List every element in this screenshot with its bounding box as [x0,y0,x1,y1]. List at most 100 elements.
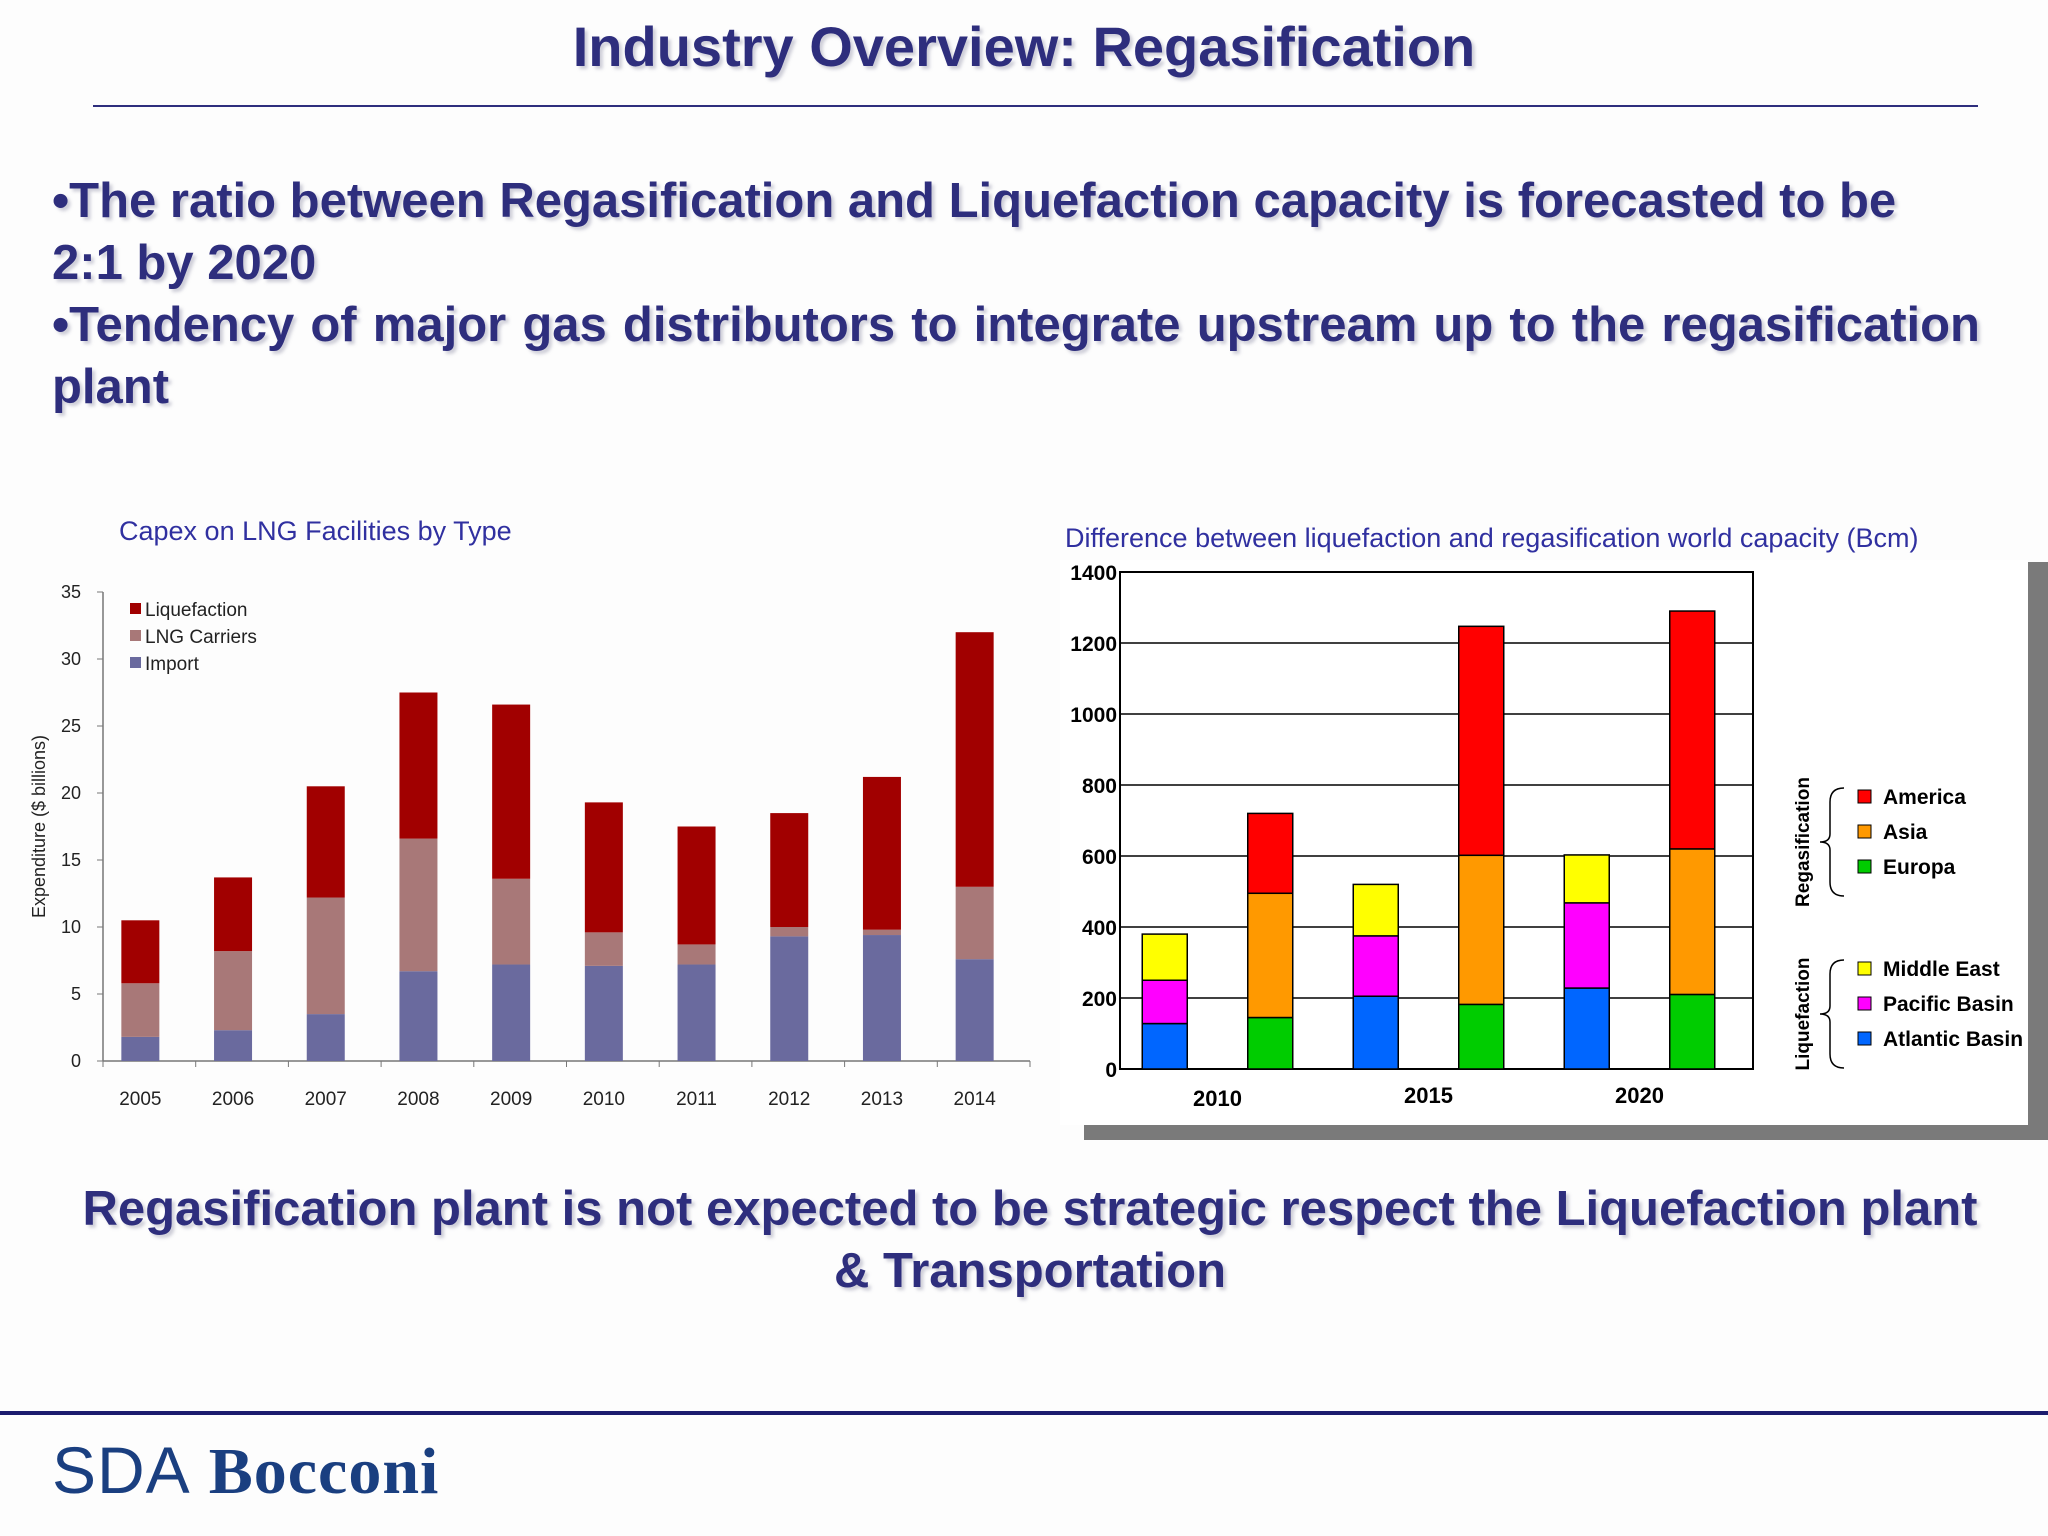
bar-lng-carriers-2013 [862,929,901,936]
y-tick-label: 1400 [1070,562,1117,585]
y-tick-label: 200 [1082,988,1117,1011]
bar-lng-carriers-2008 [399,838,438,972]
y-tick-label: 15 [61,850,81,870]
logo-bocconi: Bocconi [208,1435,440,1508]
capex-chart-title: Capex on LNG Facilities by Type [119,516,512,546]
y-axis-label: Expenditure ($ billions) [29,735,49,918]
footer-divider [0,1411,2048,1415]
bar-pacific-basin-2010 [1141,979,1188,1025]
bar-lng-carriers-2007 [306,897,345,1015]
bar-asia-2020 [1669,848,1716,996]
bar-europa-2010 [1247,1016,1294,1070]
bar-import-2012 [770,936,809,1061]
bullet-2: •Tendency of major gas distributors to i… [52,298,1980,414]
bar-liquefaction-2013 [862,776,901,930]
x-tick-label: 2008 [397,1089,439,1110]
bar-liquefaction-2014 [955,632,994,887]
legend-swatch [1857,996,1872,1011]
bar-lng-carriers-2006 [214,951,253,1031]
legend-label: Pacific Basin [1883,993,2014,1016]
bar-lng-carriers-2010 [584,932,623,966]
bar-liquefaction-2011 [677,826,716,945]
x-tick-label: 2011 [676,1089,717,1110]
bar-atlantic-basin-2010 [1141,1022,1188,1070]
x-tick-label: 2007 [305,1089,347,1110]
bar-import-2008 [399,971,438,1061]
bar-america-2010 [1247,812,1294,895]
bar-europa-2020 [1669,993,1716,1070]
y-tick-label: 10 [61,917,81,937]
legend-label: Asia [1883,821,1928,844]
legend-group-label: Regasification [1793,777,1814,907]
y-tick-label: 0 [71,1051,81,1071]
legend-label: Atlantic Basin [1883,1028,2023,1051]
bar-import-2006 [214,1030,253,1061]
legend-swatch [130,603,141,614]
legend-swatch [130,657,141,668]
legend-swatch [1857,1031,1872,1046]
legend-brace [1819,959,1845,1069]
bar-import-2010 [584,965,623,1061]
bar-import-2007 [306,1014,345,1061]
bar-lng-carriers-2012 [770,927,809,937]
y-tick-label: 25 [61,716,81,736]
bar-liquefaction-2008 [399,692,438,839]
x-group-label: 2010 [1193,1086,1242,1111]
bar-europa-2015 [1458,1003,1505,1070]
bar-import-2011 [677,964,716,1061]
y-tick-label: 5 [71,984,81,1004]
bar-lng-carriers-2005 [121,983,160,1037]
legend-brace [1819,787,1845,897]
bar-atlantic-basin-2020 [1563,987,1610,1070]
bar-liquefaction-2012 [770,813,809,927]
bar-liquefaction-2010 [584,802,623,933]
bullet-list: •The ratio between Regasification and Li… [52,170,1980,418]
x-tick-label: 2012 [768,1089,810,1110]
bar-liquefaction-2007 [306,786,345,898]
bar-pacific-basin-2015 [1352,935,1399,997]
legend-label: Middle East [1883,958,2000,981]
capex-chart: 0 5 10 15 20 25 30 35 2005 2006 2007 2008 2009 2010 20… [29,582,1031,1110]
x-group-label: 2020 [1615,1083,1664,1108]
y-tick-label: 20 [61,783,81,803]
legend-label: America [1883,786,1966,809]
plot-panel [1060,560,2028,1125]
legend-label: LNG Carriers [145,627,257,648]
legend-swatch [1857,961,1872,976]
sda-bocconi-logo: SDA Bocconi [52,1432,439,1510]
capacity-chart: 0 200 400 600 800 1000 1200 1400 2010 2015 2020 Reg… [1060,560,2048,1140]
x-group-label: 2015 [1404,1083,1453,1108]
x-tick-label: 2010 [583,1089,625,1110]
y-tick-label: 400 [1082,917,1117,940]
legend-label: Liquefaction [145,600,247,621]
title-divider [93,105,1978,107]
bar-atlantic-basin-2015 [1352,995,1399,1070]
bar-middle-east-2020 [1563,854,1610,904]
y-tick-label: 600 [1082,846,1117,869]
x-tick-label: 2005 [119,1089,161,1110]
capacity-chart-title: Difference between liquefaction and rega… [1065,523,1919,553]
x-tick-label: 2013 [861,1089,903,1110]
y-tick-label: 35 [61,582,81,602]
bar-pacific-basin-2020 [1563,902,1610,989]
x-tick-label: 2014 [954,1089,997,1110]
bar-lng-carriers-2009 [492,878,531,965]
y-tick-label: 0 [1105,1059,1117,1082]
legend-swatch [130,630,141,641]
y-tick-label: 1000 [1070,704,1117,727]
bar-america-2015 [1458,625,1505,857]
legend-swatch [1857,824,1872,839]
y-tick-label: 1200 [1070,633,1117,656]
bar-middle-east-2015 [1352,883,1399,937]
bar-import-2009 [492,964,531,1061]
bar-middle-east-2010 [1141,933,1188,982]
legend-label: Import [145,654,200,675]
legend-label: Europa [1883,856,1956,879]
bar-lng-carriers-2011 [677,944,716,965]
bar-liquefaction-2005 [121,920,160,984]
bar-import-2014 [955,959,994,1061]
y-tick-label: 30 [61,649,81,669]
y-tick-label: 800 [1082,775,1117,798]
bar-import-2005 [121,1036,160,1061]
bar-liquefaction-2006 [214,877,253,952]
